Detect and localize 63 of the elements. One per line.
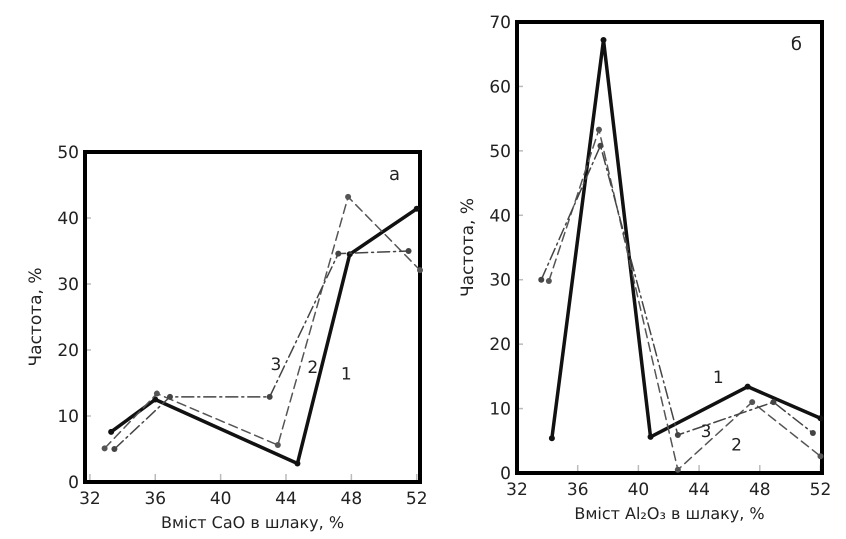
x-tick-label: 52 (810, 480, 832, 500)
y-tick-label: 50 (489, 142, 511, 162)
x-tick-label: 48 (340, 489, 362, 509)
point (538, 276, 544, 283)
y-tick-label: 20 (57, 341, 79, 361)
point (749, 399, 756, 406)
y-tick-label: 20 (489, 335, 511, 356)
y-tick-label: 40 (57, 209, 79, 229)
point (648, 434, 654, 440)
point (744, 384, 751, 390)
x-axis-title: Вміст Al₂O₃ в шлаку, % (574, 504, 765, 523)
point (294, 460, 300, 467)
x-tick-label: 32 (79, 489, 101, 509)
x-tick-label: 40 (210, 489, 232, 509)
point (674, 432, 681, 438)
y-tick-label: 10 (489, 400, 511, 420)
point (274, 442, 281, 448)
text: а (388, 164, 400, 185)
annotation: 3 (700, 422, 712, 442)
point (108, 428, 114, 435)
point (406, 248, 412, 254)
point (817, 453, 824, 460)
point (770, 399, 776, 406)
x-tick-label: 52 (406, 489, 428, 509)
point (111, 446, 118, 452)
point (546, 278, 552, 284)
point (810, 430, 816, 436)
annotation: 2 (307, 358, 318, 378)
y-tick-label: 70 (489, 13, 511, 33)
point (817, 415, 824, 422)
point (548, 435, 555, 442)
x-axis-title: Вміст CaO в шлаку, % (160, 513, 344, 532)
y-tick-label: 30 (57, 275, 79, 295)
x-tick-label: 36 (144, 489, 166, 509)
y-tick-label: 50 (57, 143, 79, 163)
y-tick-label: 0 (68, 473, 79, 493)
x-tick-label: 44 (688, 480, 710, 500)
point (345, 194, 352, 200)
point (102, 445, 108, 452)
point (417, 267, 423, 274)
annotation: 2 (731, 435, 742, 456)
point (154, 390, 160, 397)
y-axis-title: Частота, % (458, 198, 478, 298)
point (597, 142, 604, 149)
y-tick-label: 40 (489, 206, 511, 226)
annotation: 3 (270, 354, 282, 375)
point (674, 466, 681, 473)
y-axis-title: Частота, % (26, 267, 46, 367)
point (335, 250, 342, 257)
point (596, 126, 602, 133)
x-tick-label: 36 (566, 480, 589, 500)
point (266, 394, 273, 400)
text: б (790, 34, 802, 55)
x-tick-label: 48 (748, 480, 771, 500)
annotation: 1 (712, 368, 724, 388)
y-tick-label: 10 (57, 407, 79, 427)
point (414, 206, 420, 212)
x-tick-label: 44 (275, 489, 297, 509)
x-tick-label: 40 (628, 480, 650, 500)
y-tick-label: 30 (489, 270, 511, 291)
y-tick-label: 60 (489, 77, 511, 98)
point (166, 394, 173, 400)
annotation: 1 (340, 364, 352, 385)
